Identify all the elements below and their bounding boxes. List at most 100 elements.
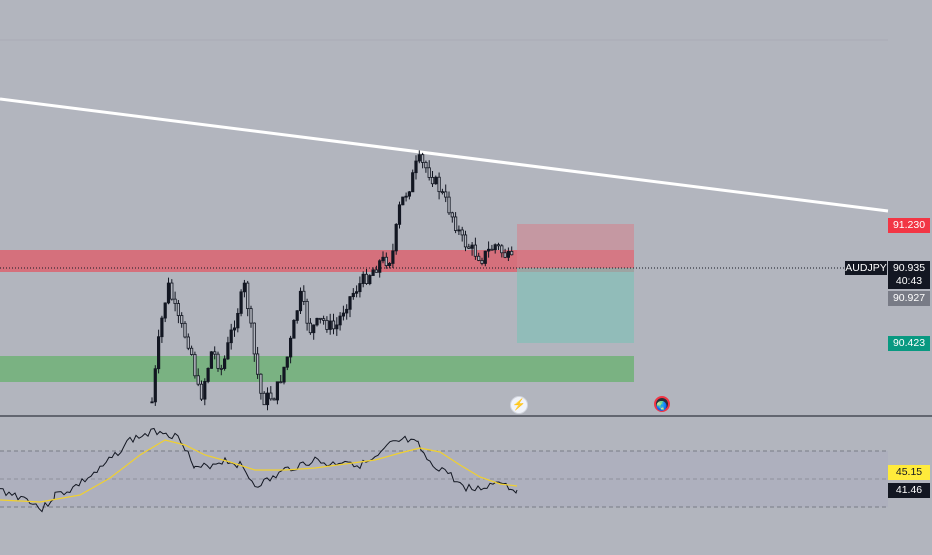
candle-body xyxy=(170,282,174,300)
candle-body xyxy=(216,353,220,369)
candle-body xyxy=(430,177,435,185)
candle-body xyxy=(166,282,171,304)
candle-body xyxy=(473,244,478,257)
candle-body xyxy=(361,273,365,284)
stop-loss-box[interactable] xyxy=(517,224,634,268)
flash-icon[interactable]: ⚡ xyxy=(510,396,528,414)
candle-body xyxy=(374,269,379,273)
candle-body xyxy=(318,317,322,320)
candle-body xyxy=(229,329,233,344)
candle-body xyxy=(384,256,388,267)
candle-body xyxy=(269,392,273,400)
candle-body xyxy=(493,244,497,251)
candle-body xyxy=(486,248,491,252)
candle-body xyxy=(450,212,454,218)
rsi-ma-value-label: 41.46 xyxy=(888,483,930,498)
candle-body xyxy=(427,167,431,178)
candle-body xyxy=(387,263,392,267)
candle-body xyxy=(417,154,421,162)
candlestick-series[interactable] xyxy=(150,150,514,411)
candle-body xyxy=(407,191,412,197)
candle-body xyxy=(232,327,237,331)
candle-body xyxy=(312,324,316,334)
candle-body xyxy=(503,252,507,258)
candle-body xyxy=(351,292,355,298)
candle-body xyxy=(371,269,375,276)
candle-body xyxy=(186,336,190,349)
candle-body xyxy=(262,392,266,406)
candle-body xyxy=(420,154,425,163)
candle-body xyxy=(288,337,293,358)
candle-body xyxy=(199,383,204,400)
candle-body xyxy=(496,244,501,247)
candle-body xyxy=(354,291,359,294)
candle-body xyxy=(338,315,342,326)
candle-body xyxy=(160,317,164,338)
candle-body xyxy=(249,308,253,324)
candle-body xyxy=(206,367,210,382)
demand-zone[interactable] xyxy=(0,356,634,382)
candle-body xyxy=(203,381,207,400)
candle-body xyxy=(447,196,451,214)
candle-body xyxy=(156,336,161,370)
candle-body xyxy=(341,312,346,317)
candle-body xyxy=(183,322,187,338)
candle-body xyxy=(424,162,428,169)
rsi-line xyxy=(0,427,518,513)
candle-body xyxy=(213,351,217,355)
candle-body xyxy=(242,282,246,293)
candle-body xyxy=(285,356,289,368)
candle-body xyxy=(381,256,385,262)
candle-body xyxy=(193,354,197,377)
candle-body xyxy=(391,250,395,264)
candle-body xyxy=(236,312,240,329)
rsi-value-label: 45.15 xyxy=(888,465,930,480)
candle-body xyxy=(292,320,296,339)
candle-body xyxy=(401,196,405,206)
resistance-trendline[interactable] xyxy=(0,97,889,213)
candle-body xyxy=(348,296,352,310)
bar-countdown: 40:43 xyxy=(895,275,923,287)
candle-body xyxy=(394,223,398,252)
symbol-label: AUDJPY xyxy=(845,261,887,275)
candle-body xyxy=(189,347,194,355)
rsi-ma-line xyxy=(0,439,518,503)
candle-body xyxy=(453,216,458,231)
candle-body xyxy=(460,229,464,236)
candle-body xyxy=(315,317,319,326)
candle-body xyxy=(153,368,157,403)
candle-body xyxy=(222,358,227,369)
candle-body xyxy=(196,375,200,385)
candle-body xyxy=(378,260,382,273)
candle-body xyxy=(364,273,369,284)
candle-body xyxy=(335,324,339,330)
candle-body xyxy=(265,392,270,406)
candle-body xyxy=(325,319,329,330)
candle-body xyxy=(275,381,280,401)
candle-body xyxy=(305,301,309,324)
candle-body xyxy=(239,291,243,314)
candle-body xyxy=(483,250,487,264)
candle-body xyxy=(163,302,167,319)
candle-body xyxy=(397,204,402,225)
take-profit-box[interactable] xyxy=(517,268,634,343)
candle-body xyxy=(308,322,313,334)
economic-event-icon[interactable]: 🌏 xyxy=(654,396,670,412)
candle-body xyxy=(490,248,494,251)
candle-body xyxy=(209,351,213,369)
candle-body xyxy=(467,246,471,249)
candle-body xyxy=(180,315,184,324)
candle-body xyxy=(434,176,438,185)
candle-body xyxy=(358,283,362,293)
candle-body xyxy=(345,308,349,314)
candle-body xyxy=(457,229,461,232)
last-price-value: 90.935 xyxy=(892,262,926,274)
candle-body xyxy=(510,251,514,256)
candle-body xyxy=(404,195,408,198)
last-price-label: 90.935 40:43 xyxy=(888,261,930,289)
candle-body xyxy=(506,251,511,258)
candle-body xyxy=(411,172,415,193)
candle-body xyxy=(279,381,283,384)
